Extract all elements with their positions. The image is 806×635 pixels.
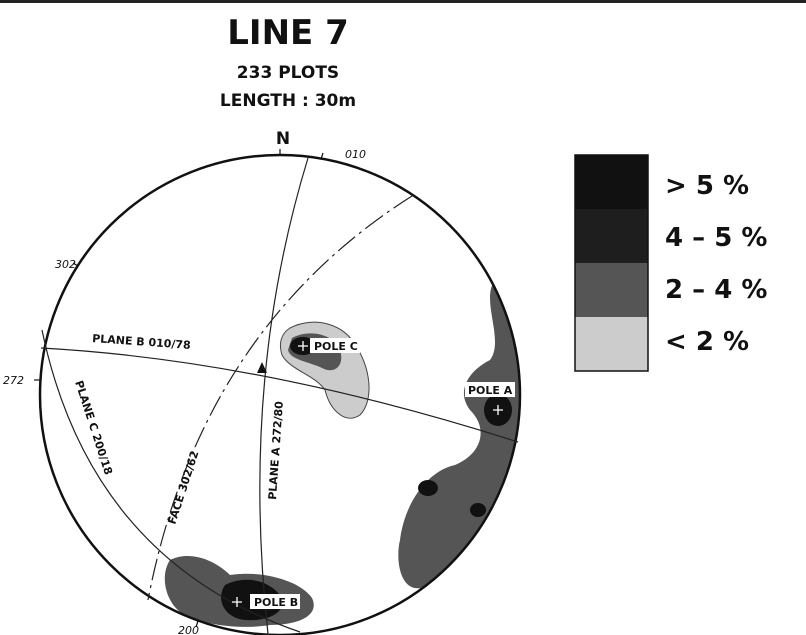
- plane-c: [41, 329, 301, 633]
- face: [147, 195, 413, 601]
- bearing: 302: [55, 258, 76, 271]
- legend-frame: [574, 154, 649, 372]
- bearing-ticks: [34, 149, 324, 628]
- bearing: 272: [3, 374, 24, 387]
- bearing: 010: [345, 148, 366, 161]
- legend-label: > 5 %: [665, 171, 749, 201]
- plane-label: PLANE A 272/80: [266, 400, 286, 500]
- pole-label-bg: [310, 338, 360, 353]
- contour-2-4-east: [398, 279, 520, 589]
- pole-label-bg: [465, 382, 515, 397]
- plot-count: 233 PLOTS: [237, 63, 339, 83]
- plane-label: PLANE C 200/18: [72, 379, 115, 477]
- pole-crosses: [232, 341, 503, 607]
- pole-label: POLE B: [254, 596, 298, 609]
- legend-label: < 2 %: [665, 327, 749, 357]
- legend-label: 4 – 5 %: [665, 223, 767, 253]
- top-border: [0, 0, 806, 3]
- pole-label: POLE A: [468, 384, 513, 397]
- north: N: [276, 129, 290, 149]
- title: LINE 7: [227, 13, 349, 53]
- contour-spot: [418, 480, 438, 496]
- pole-label-bg: [250, 594, 300, 609]
- legend-swatch: [575, 209, 648, 263]
- legend: > 5 % 4 – 5 % 2 – 4 % < 2 %: [574, 154, 767, 372]
- triangle-marker: [257, 362, 267, 373]
- legend-swatch: [575, 317, 648, 371]
- legend-swatch: [575, 155, 648, 209]
- legend-swatch: [575, 263, 648, 317]
- pole-label: POLE C: [314, 340, 358, 353]
- plane-label: FACE 302/62: [165, 449, 201, 526]
- plane-b: [40, 347, 519, 443]
- length: LENGTH : 30m: [220, 91, 356, 111]
- contours: [164, 279, 520, 627]
- contour-spot: [470, 503, 486, 517]
- great-circles: [40, 157, 519, 635]
- plane-label: PLANE B 010/78: [92, 332, 191, 352]
- plane-a: [259, 157, 309, 635]
- legend-label: 2 – 4 %: [665, 275, 767, 305]
- bearing: 200: [178, 624, 199, 635]
